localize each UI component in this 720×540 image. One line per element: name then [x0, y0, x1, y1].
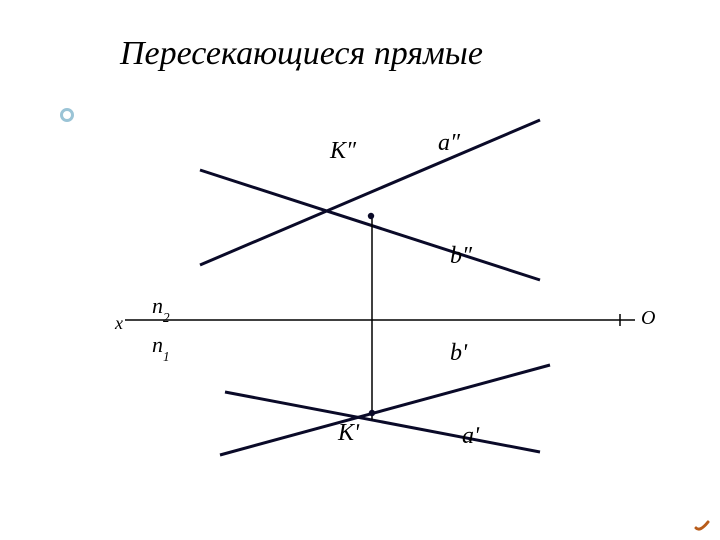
- label-pi2-sub: 2: [163, 310, 170, 325]
- decor-dot-icon: [60, 108, 74, 122]
- line-a1: [225, 392, 540, 452]
- label-b2: b″: [450, 243, 472, 270]
- point-k1: [369, 410, 375, 416]
- decor-tick-icon: [694, 518, 710, 534]
- line-b2: [200, 170, 540, 280]
- label-a1: aʹ: [462, 423, 479, 450]
- point-k2: [368, 213, 374, 219]
- label-pi2: п2: [152, 293, 170, 322]
- label-k2: К″: [330, 138, 356, 165]
- label-origin: О: [641, 307, 655, 330]
- label-a2: a″: [438, 130, 460, 157]
- label-pi1: п1: [152, 332, 170, 361]
- label-x: x: [115, 313, 123, 334]
- label-pi2-base: п: [152, 293, 163, 318]
- label-pi1-base: п: [152, 332, 163, 357]
- label-pi1-sub: 1: [163, 349, 170, 364]
- diagram-svg: [0, 0, 720, 540]
- page-title: Пересекающиеся прямые: [120, 35, 483, 73]
- label-b1: bʹ: [450, 340, 467, 367]
- line-a2: [200, 120, 540, 265]
- line-b1: [220, 365, 550, 455]
- label-k1: Кʹ: [338, 420, 359, 447]
